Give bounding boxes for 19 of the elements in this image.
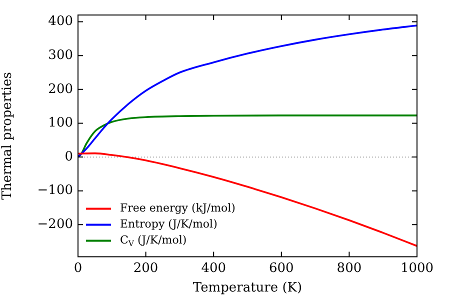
x-tick-label: 400	[201, 260, 226, 276]
y-axis-title: Thermal properties	[0, 72, 16, 200]
x-axis-title: Temperature (K)	[192, 280, 302, 296]
y-tick-label: 0	[64, 149, 73, 164]
x-tick-label: 0	[74, 260, 82, 276]
legend-label: Entropy (J/K/mol)	[120, 218, 218, 231]
y-tick-label: −100	[37, 183, 73, 198]
x-tick-label: 600	[268, 260, 294, 276]
legend-label: Free energy (kJ/mol)	[120, 202, 236, 215]
y-tick-label: −200	[37, 217, 73, 232]
x-tick-label: 1000	[400, 260, 434, 276]
y-tick-label: 300	[48, 48, 73, 63]
y-tick-label: 100	[48, 116, 73, 131]
y-tick-label: 200	[48, 82, 73, 97]
line-series	[78, 24, 417, 158]
x-tick-label: 800	[336, 260, 362, 276]
x-tick-label: 200	[133, 260, 158, 276]
y-tick-label: 400	[48, 14, 73, 30]
line-series	[78, 152, 417, 247]
